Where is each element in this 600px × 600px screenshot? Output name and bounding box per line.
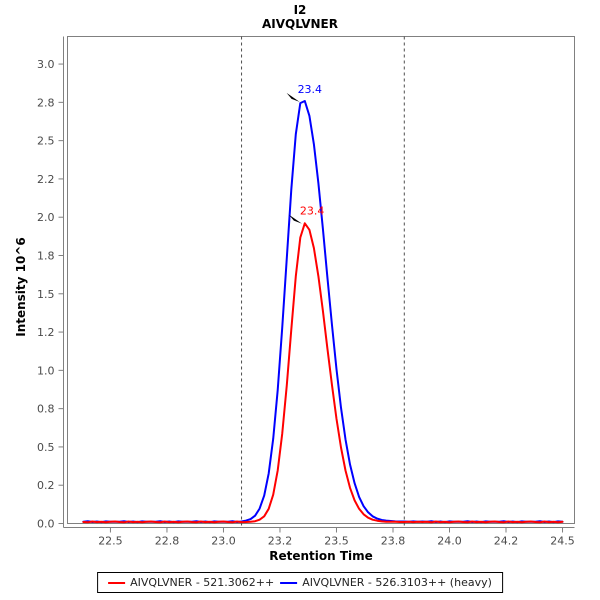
y-tick-label: 0.0 bbox=[37, 518, 55, 531]
y-tick-label: 2.8 bbox=[37, 96, 55, 109]
peak-arrow-heavy bbox=[286, 92, 300, 102]
y-tick-label: 1.0 bbox=[37, 364, 55, 377]
peptide-title: AIVQLVNER bbox=[261, 17, 338, 31]
y-tick-label: 2.5 bbox=[37, 135, 55, 148]
peak-rt-label-light[interactable]: 23.4 bbox=[300, 205, 325, 218]
x-tick-label: 23.5 bbox=[324, 535, 349, 548]
legend-item-light: AIVQLVNER - 521.3062++ bbox=[108, 576, 274, 589]
y-tick-label: 2.2 bbox=[37, 173, 55, 186]
blue-line-swatch bbox=[280, 581, 298, 584]
x-tick-label: 23.8 bbox=[381, 535, 406, 548]
trace-light[interactable] bbox=[82, 222, 564, 524]
legend-label-light: AIVQLVNER - 521.3062++ bbox=[130, 576, 275, 589]
y-tick-label: 3.0 bbox=[37, 58, 55, 71]
x-tick-label: 24.0 bbox=[437, 535, 462, 548]
y-tick-label: 2.0 bbox=[37, 211, 55, 224]
plot-frame bbox=[67, 36, 575, 524]
y-tick-label: 1.8 bbox=[37, 249, 55, 262]
y-tick-label: 0.8 bbox=[37, 403, 55, 416]
x-tick-label: 24.5 bbox=[550, 535, 575, 548]
y-tick-label: 1.5 bbox=[37, 288, 55, 301]
peak-arrow-light bbox=[288, 214, 302, 224]
peak-rt-label-heavy[interactable]: 23.4 bbox=[298, 83, 323, 96]
legend-item-heavy: AIVQLVNER - 526.3103++ (heavy) bbox=[280, 576, 492, 589]
x-tick-label: 23.0 bbox=[211, 535, 236, 548]
x-axis-title: Retention Time bbox=[269, 549, 373, 563]
x-tick-label: 24.2 bbox=[494, 535, 519, 548]
red-line-swatch bbox=[108, 581, 126, 584]
y-tick-label: 0.5 bbox=[37, 441, 55, 454]
y-tick-label: 1.2 bbox=[37, 326, 55, 339]
x-tick-label: 23.2 bbox=[268, 535, 293, 548]
legend: AIVQLVNER - 521.3062++ AIVQLVNER - 526.3… bbox=[97, 572, 503, 593]
x-tick-label: 22.5 bbox=[98, 535, 123, 548]
y-tick-label: 0.2 bbox=[37, 479, 55, 492]
legend-label-heavy: AIVQLVNER - 526.3103++ (heavy) bbox=[302, 576, 492, 589]
replicate-title: I2 bbox=[293, 3, 307, 17]
x-tick-label: 22.8 bbox=[155, 535, 180, 548]
